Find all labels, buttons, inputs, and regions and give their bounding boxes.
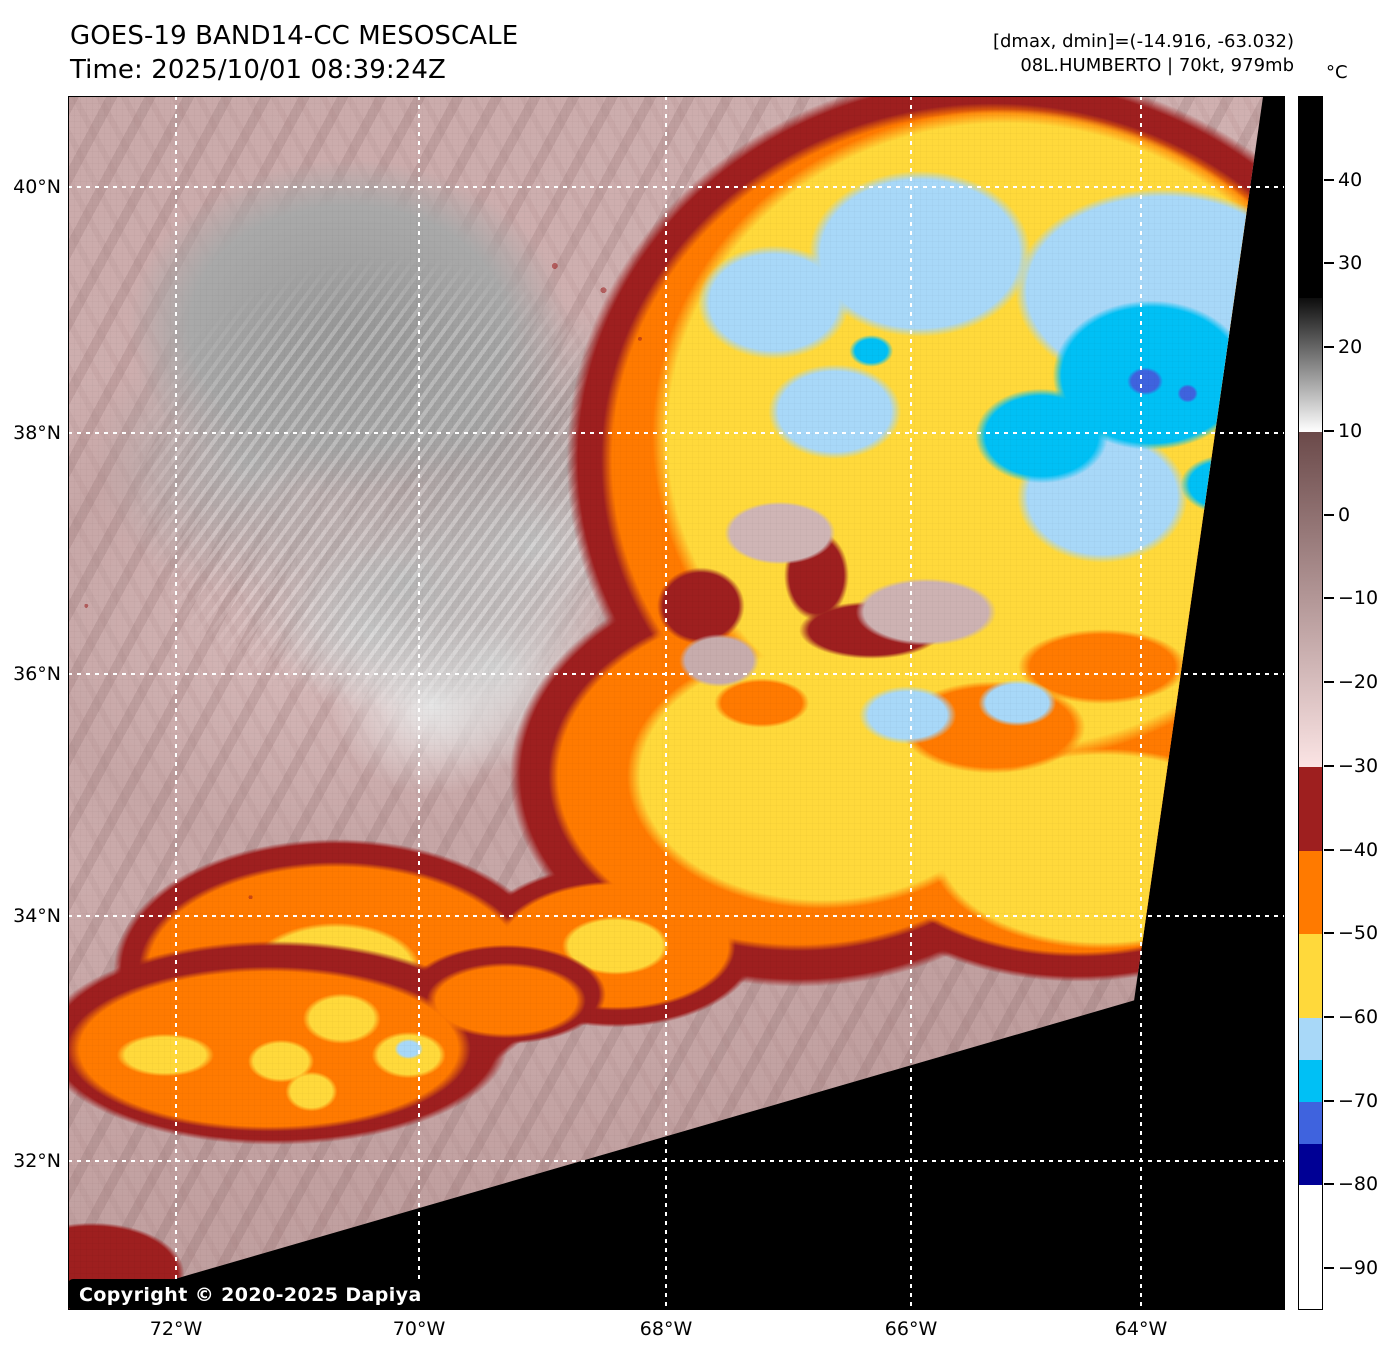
colorbar-tick--50 — [1324, 932, 1334, 935]
colorbar-segment-cyan — [1299, 1059, 1322, 1102]
colorbar-tick-label--60: −60 — [1338, 1005, 1379, 1028]
metadata-block: [dmax, dmin]=(-14.916, -63.032) 08L.HUMB… — [993, 30, 1294, 78]
colorbar-tick-40 — [1324, 178, 1334, 181]
title-block: GOES-19 BAND14-CC MESOSCALE Time: 2025/1… — [70, 20, 518, 88]
colorbar-tick-label-0: 0 — [1338, 503, 1351, 526]
colorbar-segment-royal-blue — [1299, 1101, 1322, 1144]
colorbar-tick-label-10: 10 — [1338, 419, 1363, 442]
colorbar-tick--80 — [1324, 1183, 1334, 1186]
ytick-label-36N: 36°N — [13, 663, 61, 685]
colorbar-tick-label--80: −80 — [1338, 1173, 1379, 1196]
satellite-image-plot[interactable] — [68, 96, 1285, 1310]
colorbar-tick-label--20: −20 — [1338, 671, 1379, 694]
colorbar-tick-label--30: −30 — [1338, 754, 1379, 777]
colorbar-segment-yellow — [1299, 934, 1322, 1018]
ytick-label-34N: 34°N — [13, 905, 61, 927]
colorbar-tick--20 — [1324, 681, 1334, 684]
colorbar-tick-label--70: −70 — [1338, 1089, 1379, 1112]
colorbar-tick-label-20: 20 — [1338, 336, 1363, 359]
colorbar-segment-light-blue — [1299, 1017, 1322, 1060]
colorbar-tick-label--90: −90 — [1338, 1257, 1379, 1280]
colorbar-segment-coldest-white — [1299, 1185, 1322, 1309]
page-title: GOES-19 BAND14-CC MESOSCALE — [70, 21, 519, 51]
colorbar-tick--30 — [1324, 764, 1334, 767]
pixelation-texture — [68, 96, 1264, 1310]
xtick-label-70W: 70°W — [392, 1318, 446, 1340]
data-swath — [68, 96, 1264, 1310]
colorbar-tick-label--50: −50 — [1338, 922, 1379, 945]
colorbar-tick--90 — [1324, 1267, 1334, 1270]
colorbar-segment-warm-black — [1299, 97, 1322, 298]
timestamp-label: Time: 2025/10/01 08:39:24Z — [70, 54, 446, 85]
ytick-label-40N: 40°N — [13, 176, 61, 198]
colorbar-tick-0 — [1324, 513, 1334, 516]
colorbar-tick-20 — [1324, 346, 1334, 349]
colorbar-unit-label: °C — [1326, 62, 1348, 83]
colorbar-segment-gray-ramp — [1299, 297, 1322, 432]
xtick-label-72W: 72°W — [149, 1318, 203, 1340]
colorbar-segment-dark-red — [1299, 766, 1322, 851]
colorbar-tick-label--10: −10 — [1338, 587, 1379, 610]
colorbar-tick-label-30: 30 — [1338, 252, 1363, 275]
colorbar-tick-label--40: −40 — [1338, 838, 1379, 861]
colorbar-segment-mauve-ramp — [1299, 431, 1322, 767]
colorbar-segment-navy — [1299, 1143, 1322, 1186]
colorbar-tick-label-40: 40 — [1338, 168, 1363, 191]
colorbar-tick-10 — [1324, 429, 1334, 432]
storm-info-label: 08L.HUMBERTO | 70kt, 979mb — [1020, 54, 1294, 76]
colorbar[interactable] — [1298, 96, 1323, 1310]
ytick-label-32N: 32°N — [13, 1150, 61, 1172]
dmax-dmin-label: [dmax, dmin]=(-14.916, -63.032) — [992, 31, 1294, 52]
colorbar-segment-orange — [1299, 850, 1322, 935]
colorbar-tick--40 — [1324, 848, 1334, 851]
ytick-label-38N: 38°N — [13, 422, 61, 444]
colorbar-tick-30 — [1324, 262, 1334, 265]
xtick-label-68W: 68°W — [639, 1318, 693, 1340]
colorbar-tick--70 — [1324, 1099, 1334, 1102]
colorbar-tick--60 — [1324, 1015, 1334, 1018]
colorbar-tick--10 — [1324, 597, 1334, 600]
xtick-label-64W: 64°W — [1114, 1318, 1168, 1340]
xtick-label-66W: 66°W — [884, 1318, 938, 1340]
copyright-badge: Copyright © 2020-2025 Dapiya — [68, 1279, 433, 1310]
